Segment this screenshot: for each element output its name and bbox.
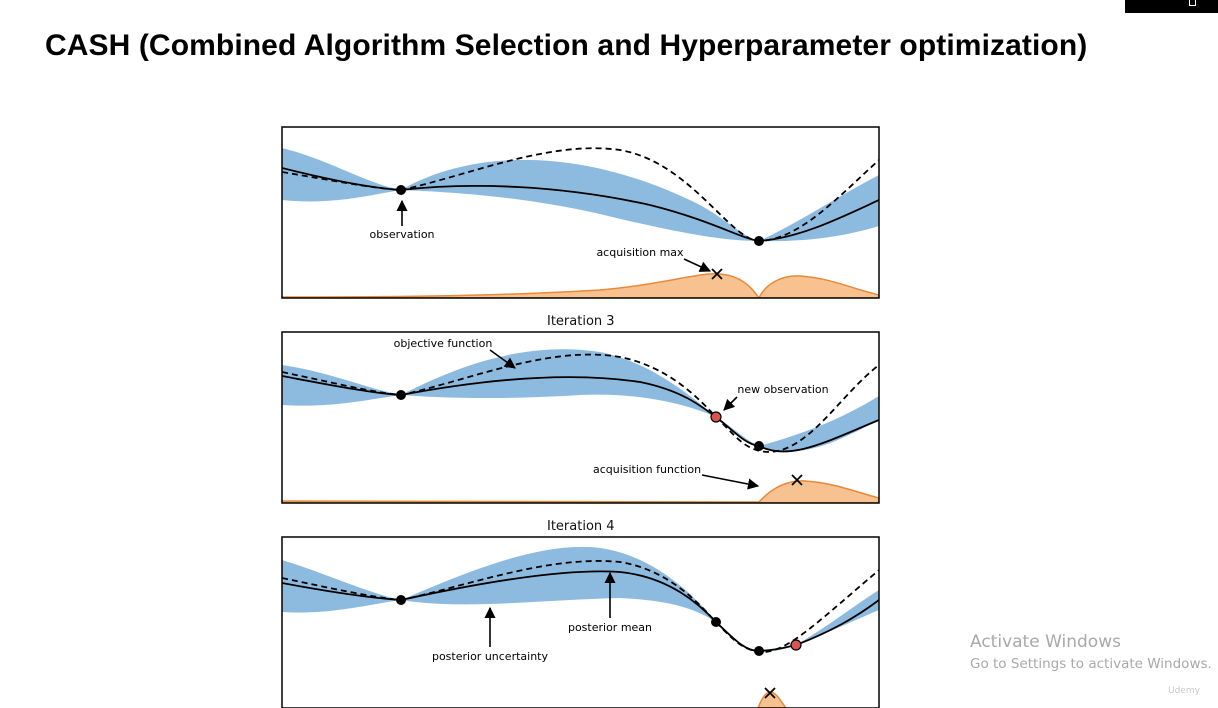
window-icon (1189, 0, 1196, 6)
watermark-title: Activate Windows (970, 632, 1121, 652)
observation-point (754, 646, 764, 656)
posterior-mean-line (282, 375, 879, 453)
observation-point (396, 390, 406, 400)
acquisition-max-marker (764, 687, 776, 699)
observation-label: observation (369, 228, 434, 241)
windows-activation-watermark: Activate Windows Go to Settings to activ… (970, 632, 1212, 672)
uncertainty-band (282, 546, 879, 652)
acquisition-function-arrow (701, 474, 760, 490)
posterior-uncertainty-label: posterior uncertainty (432, 650, 549, 663)
acquisition-function-area (282, 480, 879, 503)
panel-2 (282, 349, 879, 503)
new-observation-label: new observation (737, 383, 828, 396)
panel-2-title: Iteration 3 (547, 314, 615, 329)
top-black-bar (1125, 0, 1218, 13)
new-observation-arrow (723, 396, 738, 411)
acquisition-function-area (282, 273, 879, 298)
acquisition-function-label: acquisition function (593, 463, 701, 476)
acquisition-max-marker (711, 268, 723, 280)
objective-function-arrow (489, 349, 516, 369)
panel-1-frame (281, 126, 880, 299)
slide-title: CASH (Combined Algorithm Selection and H… (45, 29, 1088, 62)
panel-3-title: Iteration 4 (547, 519, 615, 534)
panel-2-frame (281, 331, 880, 504)
new-observation-point (710, 411, 722, 423)
acquisition-max-arrow (683, 258, 712, 272)
uncertainty-band (282, 349, 879, 452)
observation-point (754, 441, 764, 451)
acquisition-max-marker (791, 474, 803, 486)
observation-point (754, 236, 764, 246)
panel-3-frame (281, 536, 880, 708)
acquisition-max-label: acquisition max (596, 246, 684, 259)
observation-point (396, 595, 406, 605)
observation-point (396, 185, 406, 195)
panel-3 (282, 546, 879, 708)
panel-1 (282, 147, 879, 298)
watermark-subtitle: Go to Settings to activate Windows. (970, 656, 1212, 672)
udemy-logo: Udemy (1168, 686, 1200, 696)
posterior-mean-label: posterior mean (568, 621, 652, 634)
observation-point (711, 617, 721, 627)
uncertainty-band (282, 148, 879, 242)
posterior-mean-line (282, 167, 879, 242)
objective-function-label: objective function (394, 337, 493, 350)
new-observation-point (790, 639, 802, 651)
